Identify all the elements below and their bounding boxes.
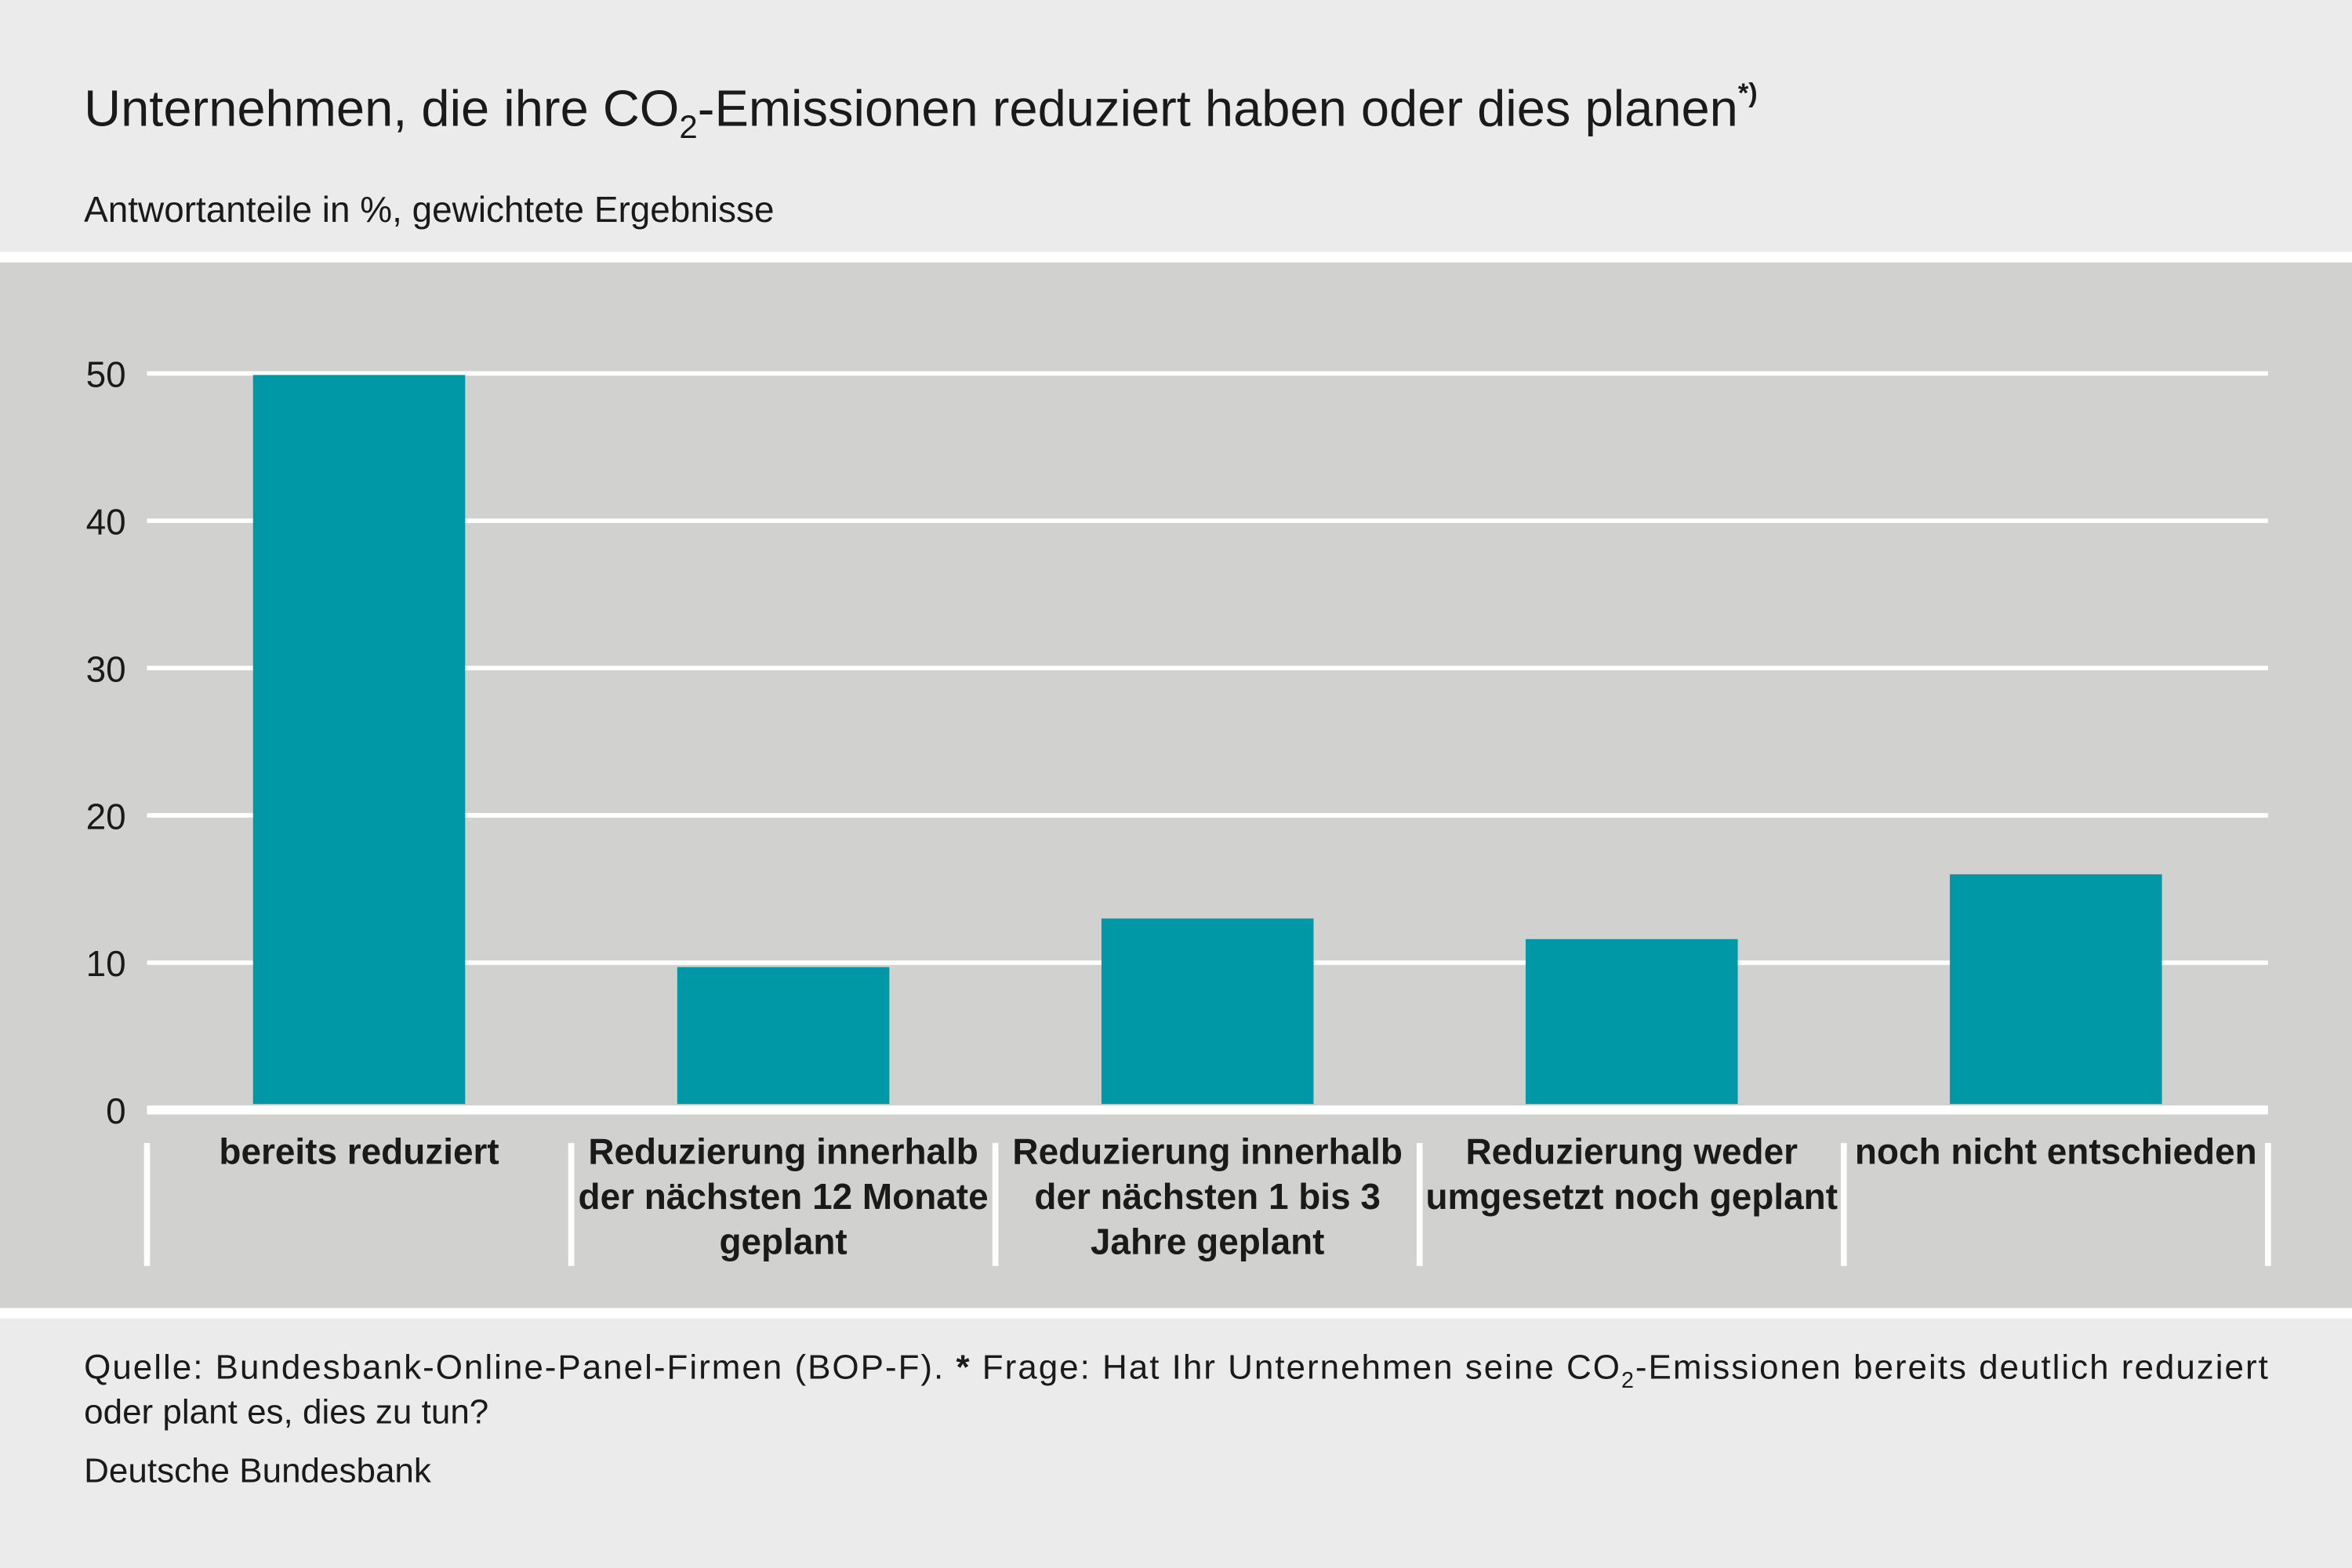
title-superscript: *) — [1738, 78, 1758, 108]
source: Deutsche Bundesbank — [84, 1451, 432, 1490]
title-part: Unternehmen, die ihre CO — [84, 80, 679, 137]
y-tick-label: 0 — [106, 1091, 126, 1131]
footnote-part: Quelle: Bundesbank-Online-Panel-Firmen (… — [84, 1348, 954, 1386]
x-tick-label-box: Reduzierung weder umgesetzt noch geplant — [1425, 1132, 1838, 1218]
footnote: oder plant es, dies zu tun? — [84, 1393, 488, 1432]
bar — [1525, 938, 1738, 1105]
bar — [252, 375, 466, 1105]
y-tick-label: 20 — [86, 796, 126, 837]
footnote-part: Frage: Hat Ihr Unternehmen seine CO — [971, 1348, 1620, 1386]
chart-title: Unternehmen, die ihre CO2-Emissionen red… — [84, 78, 1758, 145]
title-subscript: 2 — [679, 108, 697, 145]
bar — [1950, 874, 2162, 1105]
x-tick-label: Reduzierung weder umgesetzt noch geplant — [1425, 1132, 1838, 1218]
y-tick-label: 50 — [86, 354, 126, 395]
x-tick-label: Reduzierung innerhalb der nächsten 12 Mo… — [578, 1132, 989, 1263]
y-tick-label: 10 — [86, 943, 126, 984]
x-tick-label: bereits reduziert — [219, 1132, 499, 1174]
bar — [677, 967, 890, 1105]
x-tick-label-box: Reduzierung innerhalb der nächsten 1 bis… — [1012, 1132, 1403, 1263]
x-tick-label-box: Reduzierung innerhalb der nächsten 12 Mo… — [578, 1132, 989, 1263]
x-tick-label-box: bereits reduziert — [219, 1132, 499, 1174]
footnote-part: -Emissionen bereits deutlich reduziert — [1635, 1348, 2268, 1386]
y-tick-label: 30 — [86, 648, 126, 689]
footnote-subscript: 2 — [1621, 1368, 1634, 1393]
title-part: -Emissionen reduziert haben oder dies pl… — [698, 80, 1738, 137]
x-tick-label: noch nicht entschieden — [1854, 1132, 2257, 1174]
chart-subtitle: Antwortanteile in %, gewichtete Ergebnis… — [84, 189, 774, 230]
separator — [0, 1308, 2352, 1319]
footnote: Quelle: Bundesbank-Online-Panel-Firmen (… — [84, 1348, 2268, 1392]
x-tick-label: Reduzierung innerhalb der nächsten 1 bis… — [1012, 1132, 1403, 1263]
x-tick-label-box: noch nicht entschieden — [1854, 1132, 2257, 1174]
y-tick-label: 40 — [86, 502, 126, 543]
footnote-part: * — [956, 1348, 970, 1386]
bar — [1101, 918, 1314, 1105]
separator — [0, 252, 2352, 263]
